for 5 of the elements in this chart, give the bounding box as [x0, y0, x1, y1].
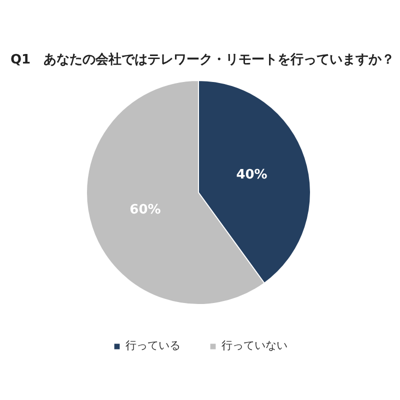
data-label: 40% — [236, 168, 268, 183]
data-label: 60% — [130, 202, 161, 218]
legend-label: 行っている — [126, 338, 180, 353]
chart-title: Q1 あなたの会社ではテレワーク・リモートを行っていますか？ — [10, 52, 395, 68]
legend-label: 行っていない — [222, 338, 288, 353]
